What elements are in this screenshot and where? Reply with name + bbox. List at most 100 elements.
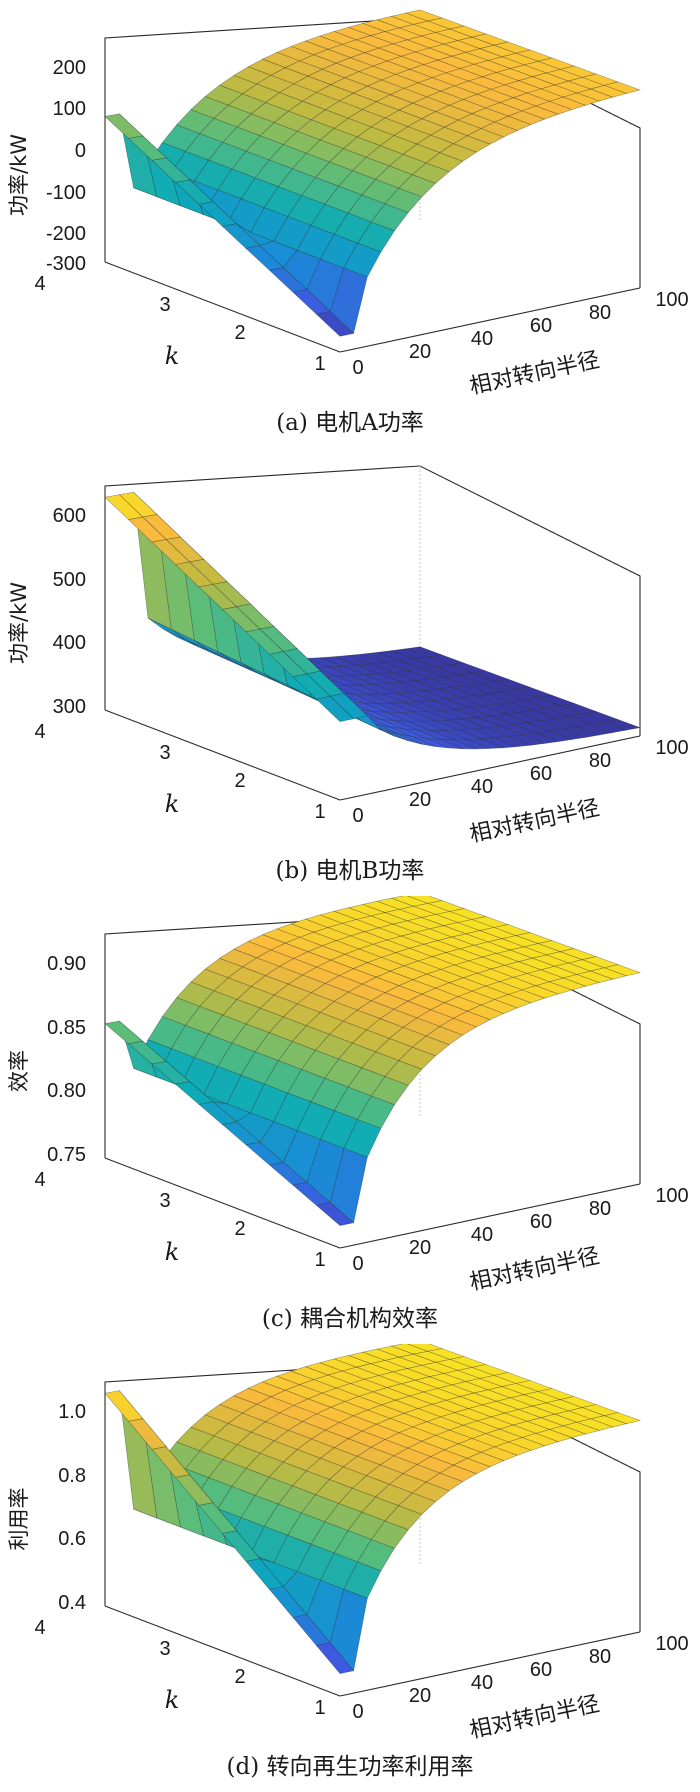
surface-cell	[357, 1539, 395, 1572]
x-tick: 40	[471, 1672, 493, 1694]
z-tick: 0.8	[58, 1465, 86, 1487]
z-tick: -100	[46, 182, 86, 204]
surface-cell	[534, 981, 573, 995]
surface-cell	[521, 1433, 560, 1447]
x-tick: 60	[530, 315, 552, 337]
surface-cell	[534, 730, 573, 742]
x-tick: 100	[655, 1633, 688, 1655]
x-tick: 40	[471, 776, 493, 798]
x-axis-label: 相对转向半径	[467, 1244, 601, 1296]
x-tick: 20	[409, 789, 431, 811]
surface-cell	[439, 1017, 478, 1036]
z-tick: 100	[53, 98, 86, 120]
chart-panel-c: 0.90 0.85 0.80 0.75 效率 4 3 2 1 k 0 20 40…	[0, 896, 700, 1344]
x-tick: 40	[471, 1224, 493, 1246]
surface-cell	[480, 1446, 519, 1462]
x-tick: 0	[352, 357, 363, 379]
surface-cell	[315, 1642, 355, 1674]
k-tick: 3	[159, 1190, 170, 1212]
k-axis-label: k	[165, 1238, 180, 1266]
z-tick: 0	[75, 140, 86, 162]
z-axis-label: 效率	[7, 1050, 31, 1092]
x-tick: 20	[409, 341, 431, 363]
surface-chart-a: 200 100 0 -100 -200 -300 功率/kW 4 3 2 1 k…	[7, 9, 689, 436]
k-tick: 1	[314, 353, 325, 375]
surface-mesh	[104, 896, 642, 1226]
surface-cell	[603, 719, 642, 731]
surface-cell	[329, 1147, 368, 1224]
surface-cell	[384, 730, 422, 745]
k-axis-label: k	[165, 790, 180, 818]
x-tick: 80	[589, 750, 611, 772]
surface-cell	[384, 1060, 423, 1086]
k-tick: 1	[314, 801, 325, 823]
surface-mesh	[104, 491, 642, 750]
surface-cell	[507, 989, 546, 1004]
surface-cell	[507, 110, 546, 125]
surface-cell	[494, 736, 532, 747]
surface-cell	[480, 999, 519, 1014]
k-tick: 2	[234, 322, 245, 344]
x-tick: 0	[352, 805, 363, 827]
surface-cell	[493, 1441, 532, 1456]
z-tick: 200	[53, 57, 86, 79]
k-tick: 2	[234, 770, 245, 792]
surface-chart-d: 1.0 0.8 0.6 0.4 利用率 4 3 2 1 k 0 20 40 60…	[7, 1344, 689, 1780]
z-tick: 0.85	[47, 1017, 86, 1039]
surface-cell	[329, 693, 368, 720]
surface-cell	[493, 115, 532, 131]
surface-cell	[575, 970, 614, 983]
surface-cell	[315, 695, 355, 722]
z-tick: -300	[46, 253, 86, 275]
x-tick: 40	[471, 328, 493, 350]
z-tick: 0.4	[58, 1592, 86, 1614]
z-tick: 1.0	[58, 1401, 86, 1423]
k-tick: 4	[34, 721, 45, 743]
z-tick: 600	[53, 505, 86, 527]
k-axis-label: k	[165, 342, 180, 370]
surface-mesh	[104, 9, 642, 337]
k-tick: 2	[234, 1218, 245, 1240]
surface-cell	[452, 1457, 491, 1475]
surface-cell	[329, 1588, 368, 1672]
surface-cell	[357, 1095, 395, 1129]
surface-chart-c: 0.90 0.85 0.80 0.75 效率 4 3 2 1 k 0 20 40…	[7, 896, 689, 1332]
surface-cell	[315, 1202, 355, 1226]
surface-cell	[315, 311, 355, 337]
z-tick: 0.80	[47, 1080, 86, 1102]
x-tick: 80	[589, 302, 611, 324]
x-tick: 80	[589, 1646, 611, 1668]
chart-panel-b: 600 500 400 300 功率/kW 4 3 2 1 k 0 20 40 …	[0, 448, 700, 896]
chart-panel-a: 200 100 0 -100 -200 -300 功率/kW 4 3 2 1 k…	[0, 0, 700, 448]
surface-cell	[575, 1418, 614, 1431]
k-axis-label: k	[165, 1686, 180, 1714]
surface-cell	[104, 1020, 144, 1045]
k-tick: 4	[34, 1617, 45, 1639]
x-tick: 0	[352, 1253, 363, 1275]
z-axis-label: 利用率	[7, 1488, 31, 1551]
surface-cell	[398, 733, 436, 747]
z-tick: 0.6	[58, 1528, 86, 1550]
chart-panel-d: 1.0 0.8 0.6 0.4 利用率 4 3 2 1 k 0 20 40 60…	[0, 1344, 700, 1792]
surface-cell	[452, 1010, 491, 1028]
x-tick: 100	[655, 737, 688, 759]
x-tick: 60	[530, 1659, 552, 1681]
x-tick: 0	[352, 1701, 363, 1723]
z-axis-label: 功率/kW	[7, 582, 31, 664]
z-tick: 500	[53, 569, 86, 591]
surface-cell	[439, 143, 478, 162]
x-tick: 100	[655, 289, 688, 311]
surface-cell	[439, 739, 477, 750]
panel-caption: (c) 耦合机构效率	[262, 1306, 438, 1332]
k-tick: 2	[234, 1666, 245, 1688]
surface-cell	[480, 737, 518, 749]
surface-mesh	[104, 1344, 642, 1674]
x-tick: 60	[530, 1211, 552, 1233]
surface-cell	[493, 994, 532, 1009]
x-tick: 60	[530, 763, 552, 785]
surface-cell	[343, 242, 382, 278]
k-tick: 3	[159, 742, 170, 764]
x-axis-label: 相对转向半径	[467, 348, 601, 400]
z-tick: 0.90	[47, 953, 86, 975]
panel-caption: (a) 电机A功率	[276, 410, 424, 436]
